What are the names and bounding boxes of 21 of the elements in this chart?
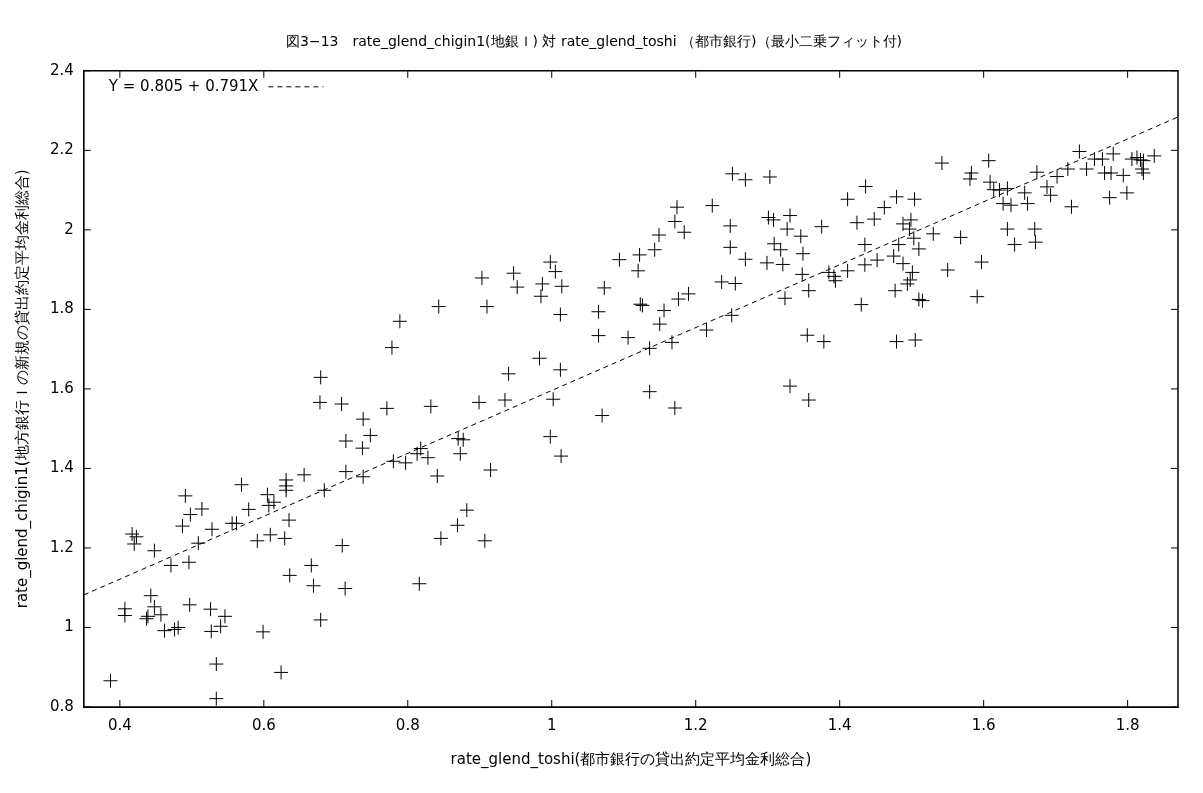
x-axis-title: rate_glend_toshi(都市銀行の貸出約定平均金利総合) (450, 749, 812, 769)
x-tick-label: 1.4 (827, 715, 852, 734)
y-tick-label: 1.6 (50, 378, 74, 397)
y-tick-label: 1 (64, 617, 74, 636)
y-tick-label: 1.2 (50, 537, 74, 556)
y-axis-title: rate_glend_chigin1(地方銀行Ｉの新規の貸出約定平均金利総合) (12, 169, 32, 609)
y-tick-label: 1.8 (50, 299, 74, 318)
y-tick-label: 0.8 (50, 696, 74, 715)
y-tick-label: 1.4 (50, 458, 74, 477)
y-tick-label: 2 (64, 219, 74, 238)
x-tick-label: 0.4 (107, 715, 132, 734)
x-tick-label: 1.8 (1115, 715, 1140, 734)
chart-title: 図3−13 rate_glend_chigin1(地銀Ｉ) 対 rate_glend_toshi （都市銀行)（最小二乗フィット付) (286, 33, 902, 50)
y-tick-label: 2.2 (50, 140, 74, 159)
x-tick-label: 1 (546, 715, 557, 734)
legend-label: Y = 0.805 + 0.791X (107, 76, 259, 95)
x-tick-label: 0.6 (251, 715, 276, 734)
x-tick-label: 1.6 (971, 715, 996, 734)
x-tick-label: 0.8 (395, 715, 420, 734)
y-tick-label: 2.4 (50, 60, 74, 79)
x-tick-label: 1.2 (683, 715, 708, 734)
